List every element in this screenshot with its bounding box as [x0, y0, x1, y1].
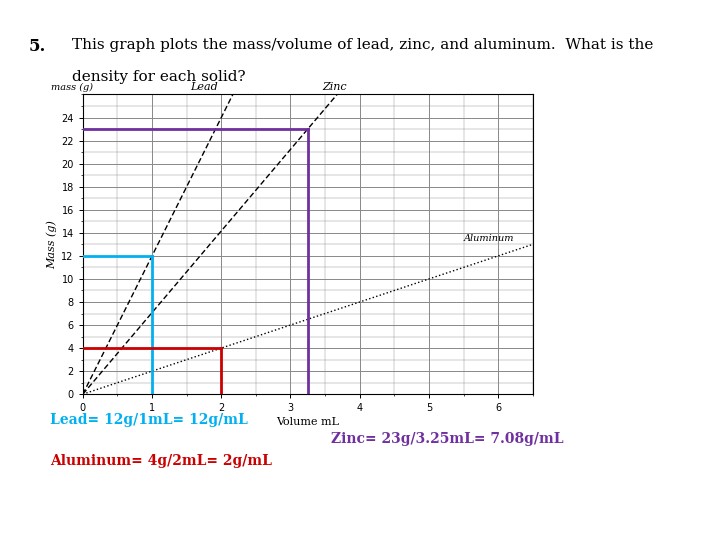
X-axis label: Volume mL: Volume mL — [276, 417, 339, 427]
Text: Zinc: Zinc — [323, 82, 347, 91]
Text: mass (g): mass (g) — [51, 83, 94, 91]
Text: Aluminum= 4g/2mL= 2g/mL: Aluminum= 4g/2mL= 2g/mL — [50, 454, 272, 468]
Text: This graph plots the mass/volume of lead, zinc, and aluminum.  What is the: This graph plots the mass/volume of lead… — [72, 38, 653, 52]
Text: 5.: 5. — [29, 38, 46, 55]
Text: Lead: Lead — [190, 82, 218, 91]
Text: density for each solid?: density for each solid? — [72, 70, 246, 84]
Text: Zinc= 23g/3.25mL= 7.08g/mL: Zinc= 23g/3.25mL= 7.08g/mL — [331, 432, 564, 446]
Text: Lead= 12g/1mL= 12g/mL: Lead= 12g/1mL= 12g/mL — [50, 413, 248, 427]
Text: Aluminum: Aluminum — [464, 234, 514, 243]
Y-axis label: Mass (g): Mass (g) — [47, 220, 57, 269]
